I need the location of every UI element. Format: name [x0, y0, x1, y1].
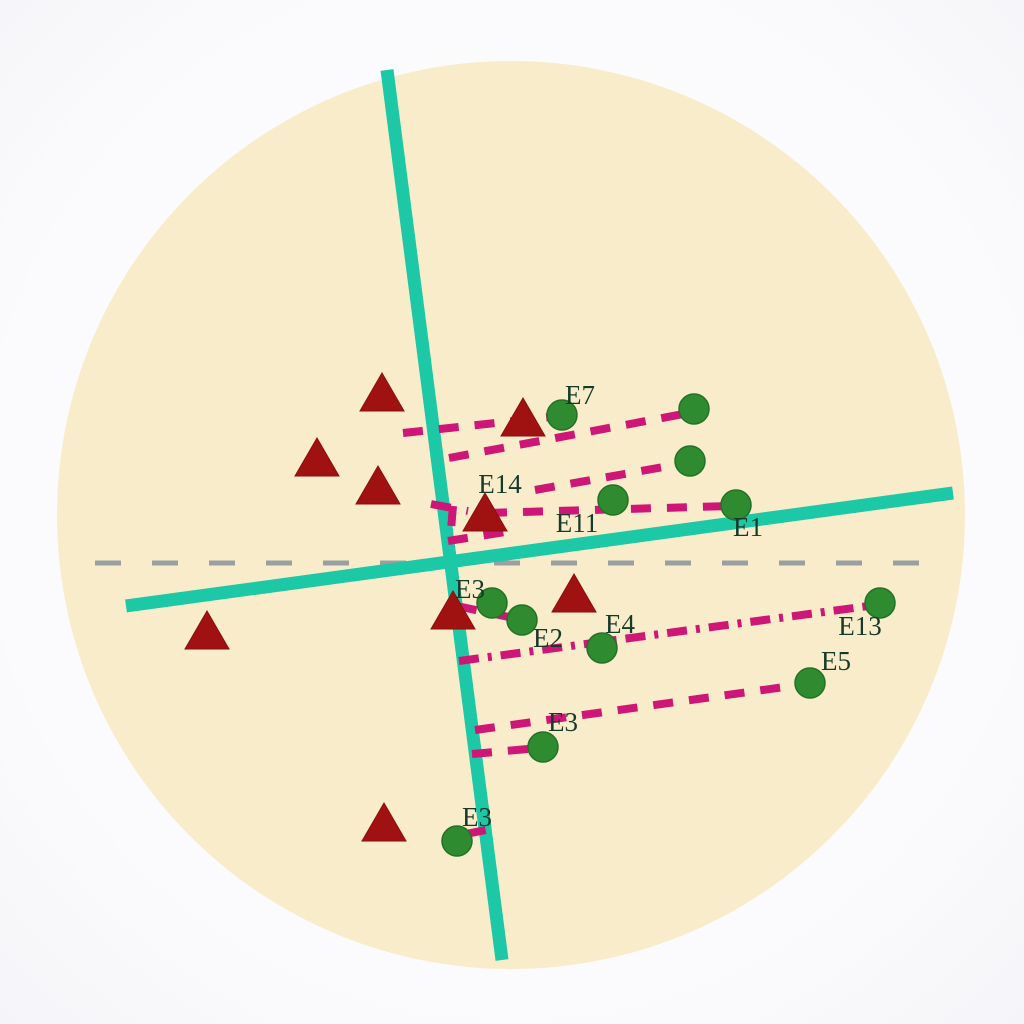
triangle-marker [184, 610, 230, 650]
connector-line-dashed [474, 680, 807, 734]
horizontal-axis-line [125, 486, 954, 613]
vertical-axis-line [380, 69, 509, 961]
point-marker [506, 604, 538, 636]
connector-line-dashed [446, 505, 457, 543]
point-marker [546, 399, 578, 431]
point-marker [586, 632, 618, 664]
connector-line-dashed [456, 602, 524, 624]
point-label: E5 [821, 646, 851, 676]
triangle-marker [359, 372, 405, 412]
point-label: E3 [462, 802, 492, 832]
point-marker [441, 825, 473, 857]
triangle-marker [500, 397, 546, 437]
connector-line-dashed [534, 459, 687, 494]
triangle-marker [355, 465, 401, 505]
point-label: E3 [548, 707, 578, 737]
triangle-marker [294, 437, 340, 477]
point-label: E7 [565, 380, 595, 410]
connector-line-dashed [471, 744, 540, 758]
point-label: E2 [533, 623, 563, 653]
point-label: E4 [605, 609, 635, 639]
point-label: E1 [733, 512, 763, 542]
triangle-marker [551, 573, 597, 613]
connector-line-dashed [448, 408, 695, 462]
point-marker [720, 489, 752, 521]
triangle-marker [462, 492, 508, 532]
plot-disk [57, 61, 965, 969]
point-label: E13 [838, 611, 882, 641]
triangle-marker [361, 802, 407, 842]
point-marker [527, 731, 559, 763]
connector-line-dashdot [458, 601, 877, 665]
point-marker [476, 587, 508, 619]
point-label: E14 [478, 469, 522, 499]
connector-line-dashed [447, 528, 506, 545]
point-label: E11 [556, 508, 599, 538]
point-marker [597, 484, 629, 516]
connector-line-dashed [402, 412, 561, 437]
point-marker [674, 445, 706, 477]
point-marker [678, 393, 710, 425]
point-marker [794, 667, 826, 699]
triangle-marker [430, 590, 476, 630]
point-marker [864, 587, 896, 619]
point-label: E3 [455, 574, 485, 604]
